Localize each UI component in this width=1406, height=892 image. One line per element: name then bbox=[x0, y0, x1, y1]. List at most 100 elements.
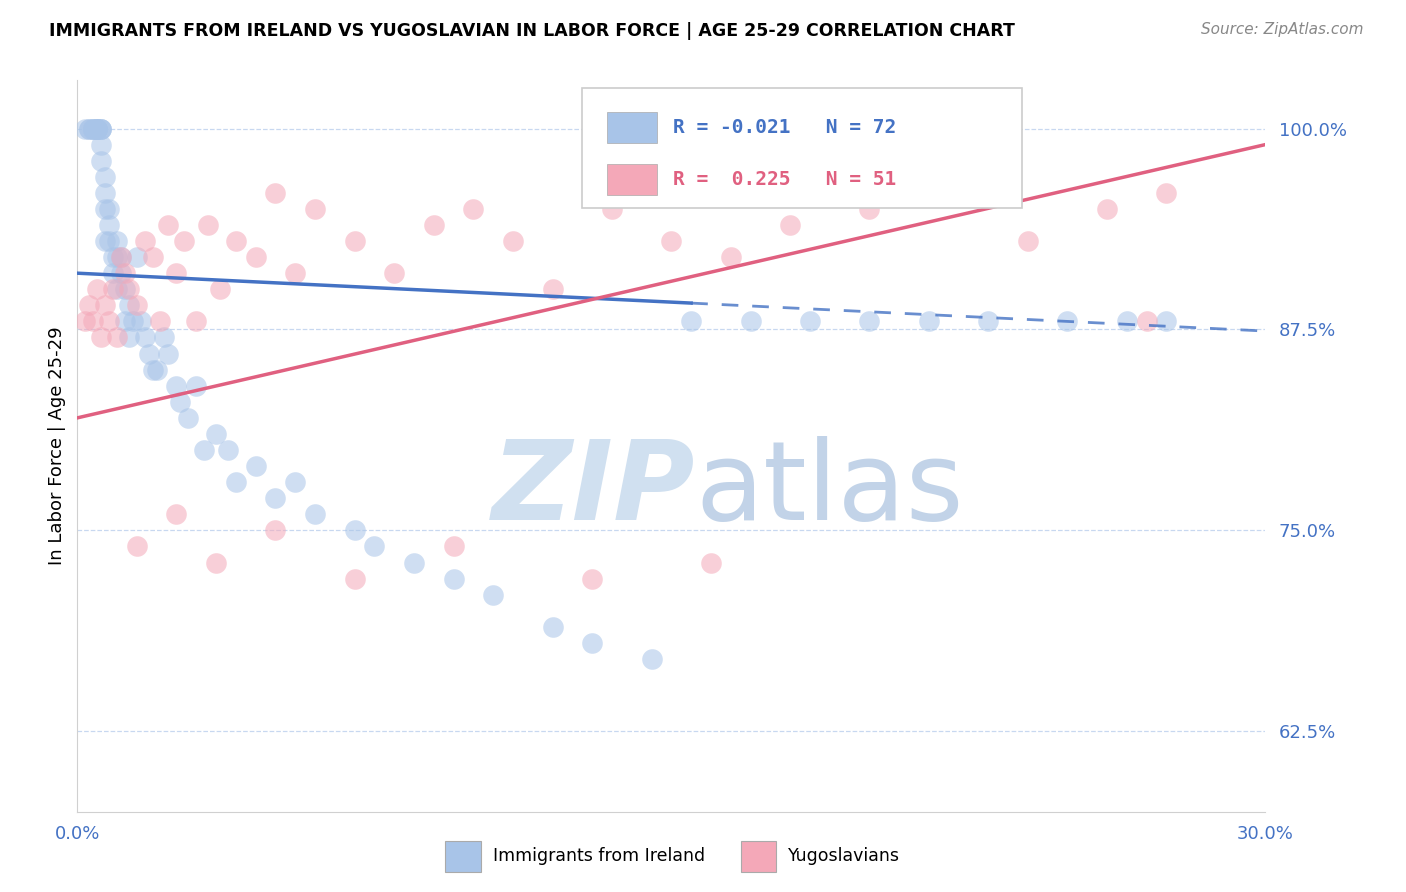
Point bbox=[205, 426, 228, 441]
Point bbox=[284, 266, 307, 280]
Point bbox=[443, 572, 465, 586]
Point bbox=[98, 218, 121, 232]
Point bbox=[142, 362, 165, 376]
Point bbox=[1056, 314, 1078, 328]
Point bbox=[90, 121, 112, 136]
Point bbox=[121, 314, 143, 328]
Point bbox=[110, 250, 132, 264]
Point bbox=[402, 556, 425, 570]
Point bbox=[90, 121, 112, 136]
Point bbox=[77, 298, 100, 312]
Point bbox=[197, 218, 219, 232]
Text: ZIP: ZIP bbox=[492, 436, 695, 543]
Point bbox=[98, 202, 121, 216]
Point bbox=[264, 524, 287, 538]
Point bbox=[173, 234, 195, 248]
Point bbox=[153, 330, 176, 344]
Point bbox=[205, 556, 228, 570]
Point bbox=[918, 314, 941, 328]
Text: Immigrants from Ireland: Immigrants from Ireland bbox=[492, 847, 704, 865]
Text: R =  0.225   N = 51: R = 0.225 N = 51 bbox=[672, 170, 896, 189]
Point bbox=[343, 524, 366, 538]
Bar bbox=[446, 840, 481, 872]
Point bbox=[482, 588, 505, 602]
Point bbox=[304, 202, 326, 216]
Point bbox=[134, 234, 156, 248]
FancyBboxPatch shape bbox=[607, 112, 657, 143]
Point bbox=[90, 153, 112, 168]
Point bbox=[343, 572, 366, 586]
Point bbox=[98, 314, 121, 328]
Point bbox=[304, 508, 326, 522]
Point bbox=[541, 282, 564, 296]
Point bbox=[90, 137, 112, 152]
Point bbox=[105, 250, 128, 264]
Point bbox=[142, 250, 165, 264]
Point bbox=[157, 218, 180, 232]
Point bbox=[101, 250, 124, 264]
Point bbox=[82, 121, 104, 136]
Point bbox=[118, 298, 141, 312]
Point bbox=[423, 218, 446, 232]
Point bbox=[86, 121, 108, 136]
Point bbox=[77, 121, 100, 136]
Point bbox=[581, 572, 603, 586]
Point bbox=[86, 121, 108, 136]
Point bbox=[1156, 314, 1178, 328]
Point bbox=[157, 346, 180, 360]
Point bbox=[177, 410, 200, 425]
Point bbox=[105, 282, 128, 296]
Point bbox=[858, 202, 880, 216]
FancyBboxPatch shape bbox=[607, 164, 657, 195]
Point bbox=[186, 314, 208, 328]
Point bbox=[1017, 234, 1039, 248]
Bar bbox=[741, 840, 776, 872]
Point bbox=[82, 121, 104, 136]
Point bbox=[94, 186, 117, 200]
Text: R = -0.021   N = 72: R = -0.021 N = 72 bbox=[672, 118, 896, 137]
Point bbox=[75, 121, 97, 136]
Point bbox=[193, 443, 215, 458]
Point bbox=[264, 186, 287, 200]
Point bbox=[82, 121, 104, 136]
Point bbox=[1095, 202, 1118, 216]
Point bbox=[858, 314, 880, 328]
Point bbox=[225, 234, 247, 248]
Text: Yugoslavians: Yugoslavians bbox=[787, 847, 900, 865]
Point bbox=[502, 234, 524, 248]
Point bbox=[681, 314, 703, 328]
Point bbox=[118, 330, 141, 344]
Point bbox=[382, 266, 405, 280]
Point bbox=[105, 234, 128, 248]
Y-axis label: In Labor Force | Age 25-29: In Labor Force | Age 25-29 bbox=[48, 326, 66, 566]
Point bbox=[245, 459, 267, 474]
Point bbox=[86, 121, 108, 136]
Point bbox=[700, 556, 723, 570]
Point bbox=[661, 234, 683, 248]
Point bbox=[98, 234, 121, 248]
Point bbox=[720, 250, 742, 264]
Point bbox=[1156, 186, 1178, 200]
Point bbox=[129, 314, 152, 328]
Point bbox=[225, 475, 247, 490]
Point bbox=[343, 234, 366, 248]
Point bbox=[1136, 314, 1159, 328]
Point bbox=[245, 250, 267, 264]
Point bbox=[101, 282, 124, 296]
Point bbox=[938, 169, 960, 184]
Point bbox=[94, 202, 117, 216]
Point bbox=[541, 620, 564, 634]
Point bbox=[86, 282, 108, 296]
Point bbox=[86, 121, 108, 136]
Point bbox=[86, 121, 108, 136]
FancyBboxPatch shape bbox=[582, 87, 1022, 209]
Point bbox=[125, 540, 148, 554]
Point bbox=[94, 298, 117, 312]
Point bbox=[600, 202, 623, 216]
Point bbox=[90, 121, 112, 136]
Point bbox=[217, 443, 239, 458]
Point bbox=[640, 652, 662, 666]
Point bbox=[105, 330, 128, 344]
Point bbox=[363, 540, 385, 554]
Point bbox=[114, 282, 136, 296]
